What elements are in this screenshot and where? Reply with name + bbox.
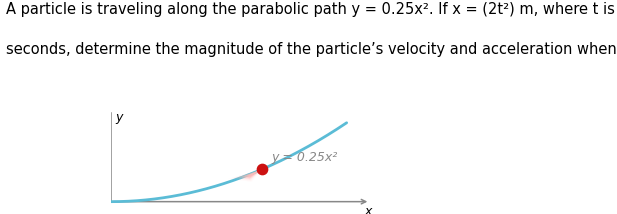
Polygon shape xyxy=(247,169,262,176)
Polygon shape xyxy=(249,169,262,175)
Polygon shape xyxy=(236,169,262,180)
Polygon shape xyxy=(235,169,262,180)
Polygon shape xyxy=(252,169,262,174)
Polygon shape xyxy=(244,169,262,177)
Polygon shape xyxy=(237,169,262,179)
Polygon shape xyxy=(239,169,262,179)
Text: y = 0.25x²: y = 0.25x² xyxy=(271,151,337,164)
Polygon shape xyxy=(238,169,262,179)
Point xyxy=(257,168,267,171)
Polygon shape xyxy=(247,169,262,176)
Text: y: y xyxy=(116,111,123,124)
Polygon shape xyxy=(242,169,262,178)
Polygon shape xyxy=(249,169,262,175)
Polygon shape xyxy=(246,169,262,177)
Polygon shape xyxy=(251,169,262,175)
Text: seconds, determine the magnitude of the particle’s velocity and acceleration whe: seconds, determine the magnitude of the … xyxy=(6,42,617,57)
Polygon shape xyxy=(241,169,262,178)
Polygon shape xyxy=(242,169,262,178)
Polygon shape xyxy=(245,169,262,177)
Polygon shape xyxy=(251,169,262,175)
Text: A particle is traveling along the parabolic path y = 0.25x². If x = (2t²) m, whe: A particle is traveling along the parabo… xyxy=(6,2,617,17)
Text: x: x xyxy=(364,205,371,214)
